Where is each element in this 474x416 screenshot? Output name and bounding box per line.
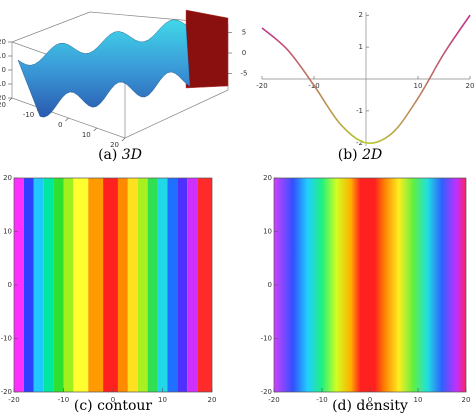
density-field — [274, 178, 466, 392]
contour-band — [103, 178, 118, 392]
y-tick-label: -20 — [261, 388, 272, 396]
x-tick-label: -20 — [0, 101, 6, 109]
x-tick — [8, 97, 13, 102]
contour-band — [43, 178, 54, 392]
surface — [17, 19, 191, 118]
caption-label: (c) contour — [74, 398, 153, 414]
caption-label: (b) — [338, 147, 358, 163]
contour-band — [177, 178, 188, 392]
x-tick-label: 20 — [208, 396, 217, 404]
contour-band — [167, 178, 178, 392]
y-tick-label: 10 — [263, 228, 272, 236]
y-tick-label: 10 — [0, 52, 6, 60]
x-tick-label: 0 — [368, 396, 372, 404]
y-tick-label: 2 — [359, 11, 363, 19]
x-tick — [121, 137, 126, 142]
contour-band — [187, 178, 198, 392]
x-tick-label: 10 — [158, 396, 167, 404]
plot-2d: -20 -10 10 20-2-112 — [256, 11, 474, 147]
contour-band — [157, 178, 168, 392]
z-tick-label: -5 — [241, 70, 248, 78]
x-tick-label: 10 — [414, 396, 423, 404]
contour-band — [63, 178, 74, 392]
y-tick-label: 0 — [2, 66, 6, 74]
caption: (d) density — [332, 398, 408, 414]
plot-3d: -5 0 5 -20 -10 0 10 20 -20 -10 0 10 20 — [0, 9, 248, 149]
x-tick-label: 0 — [111, 396, 115, 404]
plot-contour: -20 -10 0 10 20 -20 -10 0 10 20 — [1, 174, 217, 404]
y-tick-label: -2 — [356, 139, 363, 147]
contour-band — [33, 178, 44, 392]
x-tick-label: -10 — [58, 396, 69, 404]
y-tick-label: 1 — [359, 43, 363, 51]
contour-band — [88, 178, 104, 392]
contour-band — [117, 178, 128, 392]
caption-math: 3D — [122, 147, 142, 163]
x-tick-label: -20 — [256, 82, 267, 90]
x-tick-label: -10 — [23, 111, 34, 119]
caption-label: (d) density — [332, 398, 408, 414]
x-tick-label: -10 — [316, 396, 327, 404]
y-tick-label: -10 — [261, 335, 272, 343]
y-tick-label: 20 — [0, 38, 6, 46]
plot-density: -20 -10 0 10 20 -20 -10 0 10 20 — [261, 174, 471, 404]
y-tick-label: 20 — [3, 174, 12, 182]
y-tick-label: 0 — [268, 281, 272, 289]
caption: (c) contour — [74, 398, 153, 414]
caption: (b) 2D — [338, 147, 382, 163]
y-tick-label: -1 — [356, 107, 363, 115]
contour-band — [127, 178, 138, 392]
caption-math: 2D — [361, 147, 382, 163]
contour-band — [23, 178, 34, 392]
y-tick-label: 0 — [8, 281, 12, 289]
y-tick-label: -10 — [1, 335, 12, 343]
contour-band — [147, 178, 158, 392]
box-edge — [124, 89, 229, 139]
x-tick-label: 10 — [414, 82, 423, 90]
x-tick — [93, 127, 97, 132]
surface-wall — [185, 9, 229, 89]
line — [261, 14, 471, 144]
x-tick-label: 10 — [82, 131, 91, 139]
y-tick-label: 20 — [263, 174, 272, 182]
contour-band — [53, 178, 64, 392]
contour-band — [197, 178, 212, 392]
caption: (a) 3D — [98, 147, 142, 163]
y-tick-label: 10 — [3, 228, 12, 236]
box-edge — [11, 11, 91, 43]
x-tick — [37, 107, 41, 112]
x-tick-label: -20 — [8, 396, 19, 404]
y-tick-label: -20 — [0, 94, 6, 102]
contour-band — [73, 178, 89, 392]
contour-band — [137, 178, 148, 392]
x-tick-label: 20 — [462, 396, 471, 404]
z-tick-label: 5 — [242, 28, 246, 36]
x-tick-label: 20 — [466, 82, 474, 90]
caption-label: (a) — [98, 147, 117, 163]
x-tick — [65, 117, 69, 122]
z-tick-label: 0 — [242, 49, 246, 57]
x-tick-label: 20 — [110, 141, 119, 149]
y-tick-label: -10 — [0, 80, 6, 88]
contour-band — [14, 178, 24, 392]
x-tick-label: 0 — [58, 121, 62, 129]
x-tick-label: -20 — [268, 396, 279, 404]
y-tick-label: -20 — [1, 388, 12, 396]
